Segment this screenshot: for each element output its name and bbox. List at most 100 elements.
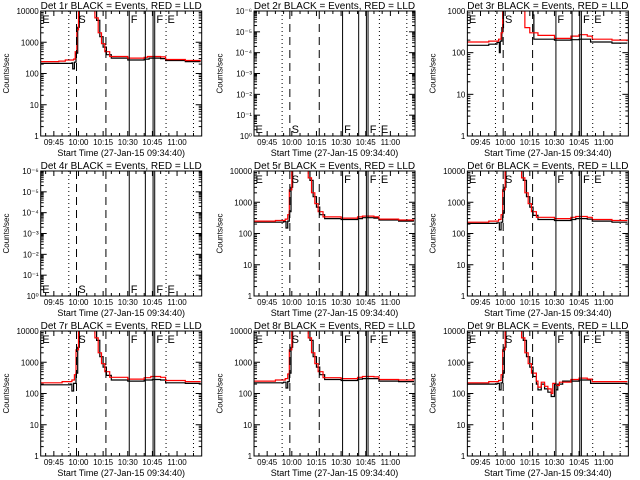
event-marker-label: E (469, 334, 476, 346)
event-marker-label: F (344, 174, 351, 186)
plot-panel: Det 4r BLACK = Events, RED = LLD Counts/s… (2, 161, 203, 318)
x-axis-label: Start Time (27-Jan-15 09:34:40) (484, 308, 612, 318)
lld-series-line (254, 331, 415, 382)
y-tick-label: 10000 (443, 327, 466, 336)
y-tick-label: 1 (461, 132, 466, 141)
y-tick-label: 100 (239, 230, 253, 239)
y-tick-label: 10⁻⁴ (22, 209, 39, 218)
x-tick-label: 10:45 (569, 458, 590, 467)
x-tick-label: 10:30 (118, 458, 139, 467)
x-tick-label: 10:45 (356, 458, 377, 467)
y-tick-label: 10⁻³ (236, 70, 252, 79)
x-tick-label: 10:30 (331, 458, 352, 467)
plot-title: Det 9r BLACK = Events, RED = LLD (467, 321, 628, 332)
y-tick-label: 10⁻¹ (23, 271, 39, 280)
plot-frame (466, 10, 629, 137)
event-marker-label: S (292, 174, 299, 186)
x-tick-label: 11:00 (594, 138, 614, 147)
event-marker-label: F (131, 284, 138, 296)
plot-title: Det 8r BLACK = Events, RED = LLD (254, 321, 415, 332)
x-tick-label: 10:15 (93, 298, 114, 307)
y-tick-label: 10⁻¹ (236, 111, 252, 120)
x-tick-label: 10:45 (356, 138, 377, 147)
x-tick-label: 10:30 (118, 138, 139, 147)
x-tick-label: 10:45 (569, 298, 590, 307)
plot-panel: Det 9r BLACK = Events, RED = LLD Counts/s… (429, 321, 629, 478)
plot-panel: Det 5r BLACK = Events, RED = LLD Counts/s… (215, 161, 416, 318)
event-marker-label: F (156, 284, 163, 296)
y-tick-label: 1 (461, 292, 466, 301)
event-marker-label: E (168, 14, 175, 26)
event-marker-label: E (594, 334, 601, 346)
events-series-line (40, 331, 201, 392)
y-tick-label: 10⁻⁶ (22, 167, 38, 176)
x-tick-label: 09:45 (470, 138, 491, 147)
y-axis-label: Counts/sec (215, 373, 224, 413)
y-tick-label: 1 (34, 452, 39, 461)
event-marker-label: F (344, 124, 351, 136)
x-axis-label: Start Time (27-Jan-15 09:34:40) (271, 468, 399, 478)
event-marker-label: F (156, 334, 163, 346)
y-tick-label: 1000 (448, 7, 466, 16)
event-marker-label: E (381, 174, 388, 186)
plot-title: Det 2r BLACK = Events, RED = LLD (254, 1, 415, 12)
x-axis-label: Start Time (27-Jan-15 09:34:40) (57, 148, 185, 158)
y-tick-label: 10⁰ (27, 292, 39, 301)
event-marker-label: F (131, 334, 138, 346)
y-tick-label: 100 (452, 230, 466, 239)
event-marker-label: F (370, 334, 377, 346)
x-tick-label: 09:45 (470, 298, 491, 307)
y-tick-label: 1000 (21, 38, 39, 47)
y-axis-label: Counts/sec (215, 53, 224, 93)
event-marker-label: E (381, 334, 388, 346)
y-tick-label: 1000 (448, 358, 466, 367)
y-tick-label: 100 (452, 390, 466, 399)
event-marker-label: S (505, 174, 512, 186)
event-marker-label: F (131, 14, 138, 26)
plot-frame (40, 170, 203, 297)
x-tick-label: 11:00 (594, 458, 614, 467)
x-axis-label: Start Time (27-Jan-15 09:34:40) (484, 468, 612, 478)
plot-title: Det 1r BLACK = Events, RED = LLD (41, 1, 202, 12)
x-axis-label: Start Time (27-Jan-15 09:34:40) (271, 148, 399, 158)
event-marker-label: F (344, 334, 351, 346)
y-tick-label: 1000 (21, 358, 39, 367)
x-tick-label: 10:00 (68, 458, 89, 467)
x-tick-label: 10:00 (495, 298, 516, 307)
y-tick-label: 10⁻⁵ (236, 28, 252, 37)
x-tick-label: 10:30 (331, 138, 352, 147)
event-marker-label: F (583, 334, 590, 346)
y-tick-label: 10000 (16, 327, 39, 336)
y-tick-label: 10⁻² (236, 90, 252, 99)
events-series-line (254, 171, 415, 229)
x-tick-label: 10:45 (356, 298, 377, 307)
y-tick-label: 10 (30, 101, 39, 110)
event-marker-label: S (292, 124, 299, 136)
y-tick-label: 100 (25, 70, 39, 79)
x-tick-label: 10:15 (520, 458, 541, 467)
events-series-line (254, 331, 415, 389)
event-marker-label: E (42, 334, 49, 346)
y-axis-label: Counts/sec (215, 213, 224, 253)
y-axis-label: Counts/sec (2, 53, 11, 93)
y-axis-label: Counts/sec (2, 373, 11, 413)
x-tick-label: 10:30 (544, 138, 565, 147)
events-series-line (467, 11, 628, 54)
y-tick-label: 10⁻⁵ (22, 188, 38, 197)
y-axis-label: Counts/sec (429, 213, 438, 253)
lld-series-line (467, 171, 628, 223)
event-marker-label: E (256, 174, 263, 186)
x-tick-label: 09:45 (257, 298, 278, 307)
lld-series-line (40, 11, 201, 63)
event-marker-label: E (469, 14, 476, 26)
x-tick-label: 10:30 (331, 298, 352, 307)
y-axis-label: Counts/sec (429, 373, 438, 413)
x-axis-label: Start Time (27-Jan-15 09:34:40) (57, 468, 185, 478)
y-tick-label: 1 (248, 292, 253, 301)
event-marker-label: F (557, 174, 564, 186)
y-tick-label: 1000 (234, 198, 252, 207)
plot-panel: Det 1r BLACK = Events, RED = LLD Counts/s… (2, 1, 203, 158)
x-tick-label: 11:00 (381, 298, 401, 307)
y-tick-label: 100 (25, 390, 39, 399)
plot-title: Det 4r BLACK = Events, RED = LLD (41, 161, 202, 172)
